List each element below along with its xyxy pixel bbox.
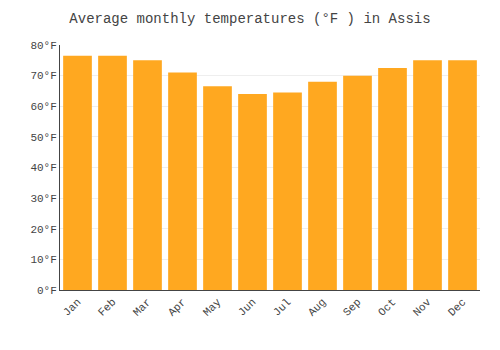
svg-text:40°F: 40°F: [30, 162, 56, 174]
svg-text:Nov: Nov: [411, 296, 434, 319]
svg-text:Sep: Sep: [341, 296, 363, 318]
svg-text:Jul: Jul: [271, 296, 293, 318]
svg-text:Apr: Apr: [166, 296, 188, 318]
svg-text:50°F: 50°F: [30, 132, 56, 144]
svg-text:Mar: Mar: [131, 296, 153, 318]
svg-text:0°F: 0°F: [37, 285, 57, 297]
svg-text:May: May: [201, 296, 224, 319]
svg-text:Jan: Jan: [61, 296, 83, 318]
svg-text:80°F: 80°F: [30, 40, 56, 52]
svg-text:20°F: 20°F: [30, 224, 56, 236]
svg-text:Aug: Aug: [306, 296, 328, 318]
svg-text:70°F: 70°F: [30, 70, 56, 82]
svg-text:10°F: 10°F: [30, 254, 56, 266]
svg-text:60°F: 60°F: [30, 101, 56, 113]
svg-text:Feb: Feb: [96, 296, 118, 318]
svg-text:Average monthly temperatures (: Average monthly temperatures (°F ) in As…: [69, 11, 430, 27]
svg-text:Dec: Dec: [446, 296, 468, 318]
svg-text:30°F: 30°F: [30, 193, 56, 205]
svg-text:Jun: Jun: [236, 296, 258, 318]
svg-text:Oct: Oct: [376, 296, 398, 318]
